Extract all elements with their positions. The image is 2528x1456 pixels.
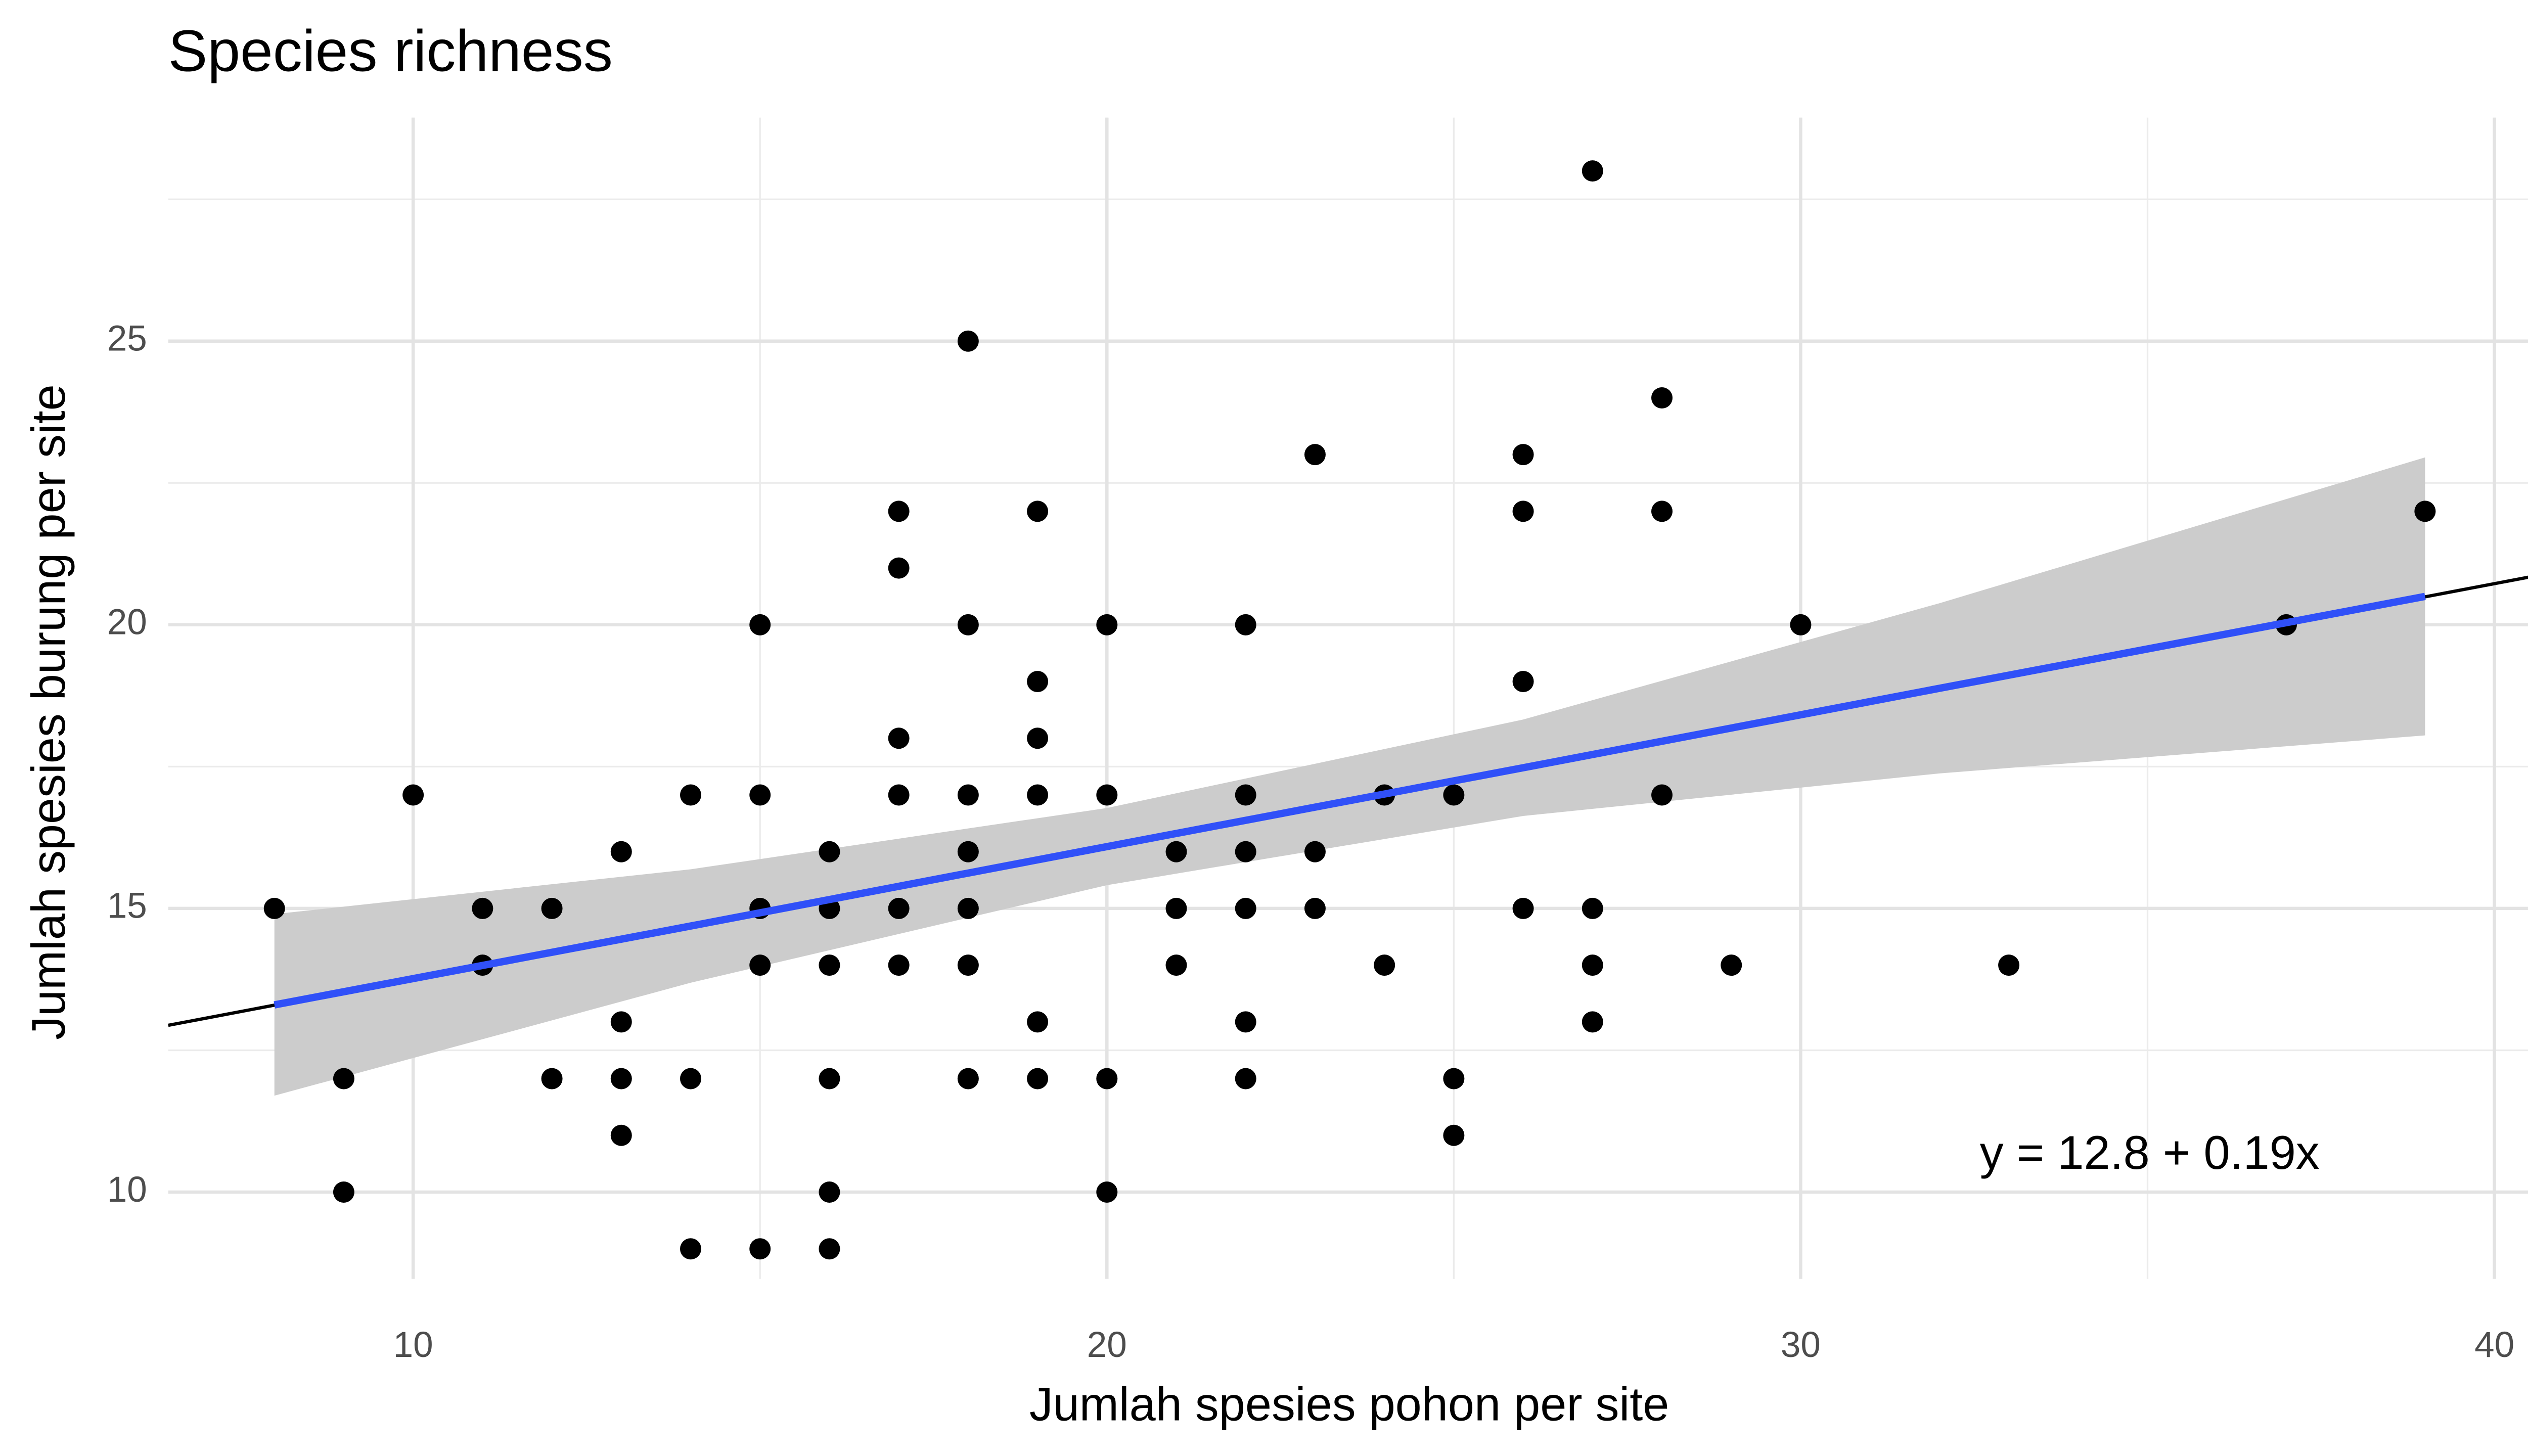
point: [1027, 727, 1049, 749]
point: [1304, 897, 1326, 919]
y-tick-label: 25: [107, 319, 147, 359]
point: [1027, 1011, 1049, 1033]
point: [749, 784, 771, 806]
point: [1512, 897, 1534, 919]
point: [1721, 954, 1742, 976]
point: [1443, 1068, 1465, 1089]
annotation: y = 12.8 + 0.19x: [1980, 1126, 2320, 1179]
point: [1512, 671, 1534, 693]
point: [1096, 1181, 1118, 1203]
x-tick-label: 10: [393, 1325, 433, 1365]
point: [1027, 671, 1049, 693]
point: [1165, 841, 1187, 862]
point: [1235, 897, 1256, 919]
point: [819, 1068, 840, 1089]
point: [402, 784, 424, 806]
point: [1582, 954, 1603, 976]
y-tick-label: 10: [107, 1170, 147, 1210]
point: [957, 841, 979, 862]
point: [541, 1068, 563, 1089]
point: [1027, 1068, 1049, 1089]
point: [957, 1068, 979, 1089]
point: [957, 614, 979, 635]
point: [1374, 954, 1395, 976]
point: [1235, 784, 1256, 806]
point: [819, 1238, 840, 1260]
point: [1096, 784, 1118, 806]
point: [610, 841, 632, 862]
point: [333, 1181, 354, 1203]
y-tick-label: 15: [107, 886, 147, 926]
point: [957, 784, 979, 806]
y-axis-title: Jumlah spesies burung per site: [22, 384, 75, 1040]
x-tick-label: 20: [1087, 1325, 1127, 1365]
point: [957, 330, 979, 352]
point: [1165, 897, 1187, 919]
point: [1443, 1124, 1465, 1146]
point: [1235, 614, 1256, 635]
point: [610, 1011, 632, 1033]
point: [749, 1238, 771, 1260]
point: [1027, 500, 1049, 522]
point: [680, 1238, 702, 1260]
point: [610, 1124, 632, 1146]
point: [680, 784, 702, 806]
point: [819, 841, 840, 862]
point: [819, 954, 840, 976]
point: [1027, 784, 1049, 806]
point: [1582, 160, 1603, 182]
point: [680, 1068, 702, 1089]
point: [888, 897, 910, 919]
point: [888, 954, 910, 976]
x-tick-label: 30: [1781, 1325, 1821, 1365]
point: [263, 897, 285, 919]
point: [749, 614, 771, 635]
point: [472, 897, 493, 919]
point: [1165, 954, 1187, 976]
point: [1651, 500, 1673, 522]
point: [1304, 841, 1326, 862]
point: [1651, 784, 1673, 806]
point: [1582, 897, 1603, 919]
x-tick-label: 40: [2474, 1325, 2514, 1365]
point: [1790, 614, 1812, 635]
point: [957, 897, 979, 919]
point: [1651, 387, 1673, 408]
confidence-band: [274, 457, 2425, 1096]
point: [888, 727, 910, 749]
point: [888, 500, 910, 522]
point: [1304, 444, 1326, 466]
point: [1235, 1068, 1256, 1089]
point: [888, 557, 910, 579]
x-axis-title: Jumlah spesies pohon per site: [1029, 1378, 1669, 1431]
point: [1512, 444, 1534, 466]
point: [957, 954, 979, 976]
chart-title: Species richness: [168, 18, 613, 84]
point: [2414, 500, 2436, 522]
point: [749, 954, 771, 976]
point: [1096, 1068, 1118, 1089]
point: [1512, 500, 1534, 522]
point: [819, 1181, 840, 1203]
point: [1998, 954, 2020, 976]
y-tick-label: 20: [107, 603, 147, 643]
point: [1096, 614, 1118, 635]
point: [1582, 1011, 1603, 1033]
point: [541, 897, 563, 919]
point: [333, 1068, 354, 1089]
point: [888, 784, 910, 806]
point: [1235, 841, 1256, 862]
fit-line: [274, 593, 2426, 1009]
point: [1235, 1011, 1256, 1033]
point: [610, 1068, 632, 1089]
point: [1443, 784, 1465, 806]
